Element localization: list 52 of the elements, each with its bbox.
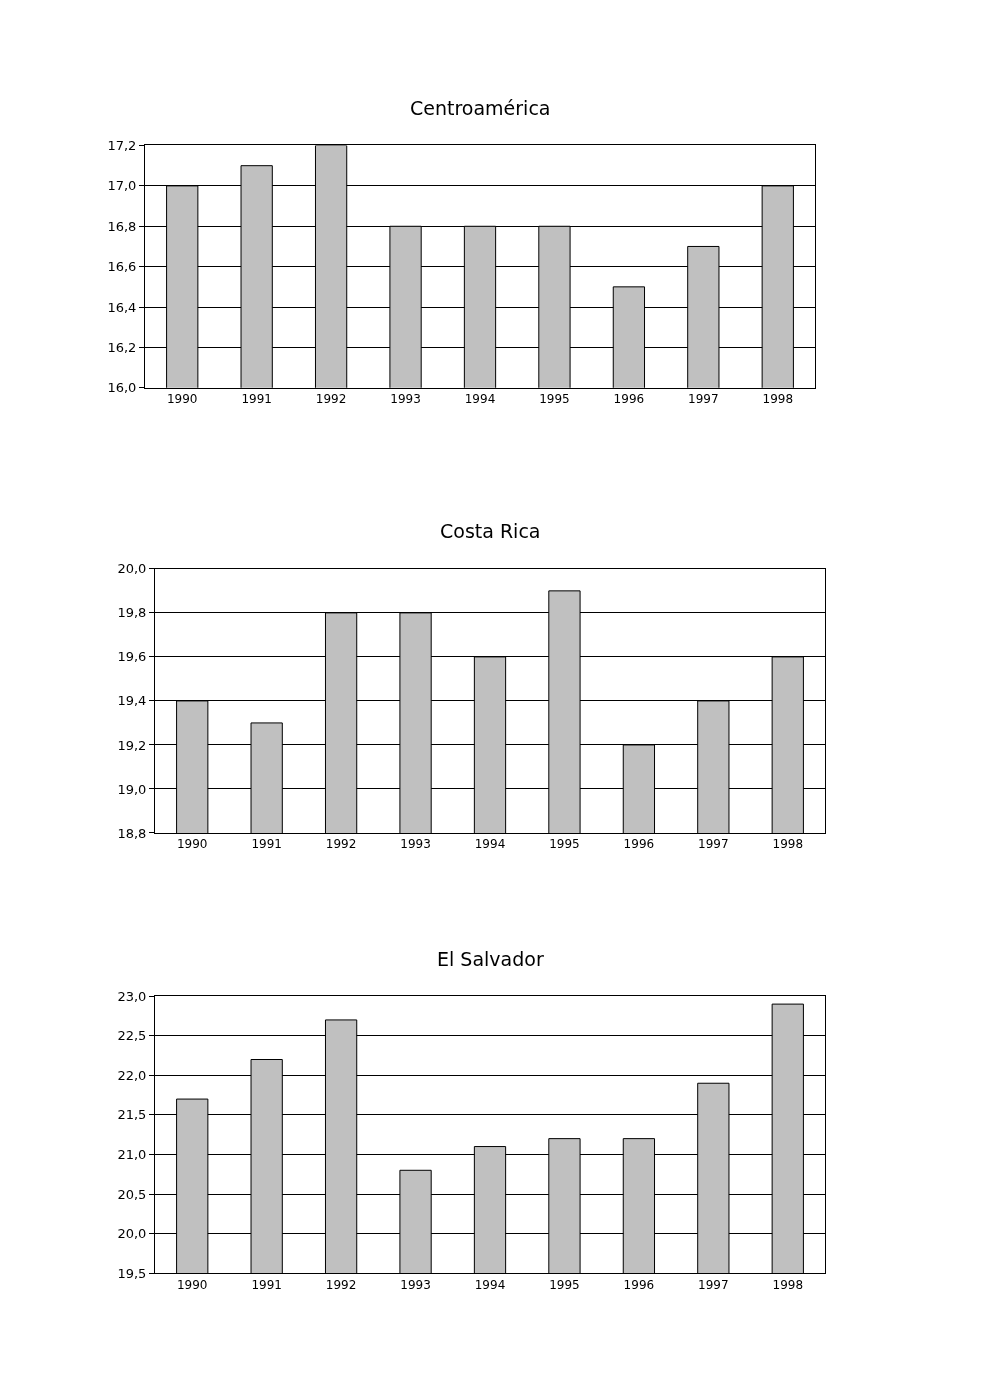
y-tick-label: 21,5 (117, 1107, 147, 1123)
x-tick-label: 1991 (241, 392, 272, 407)
y-tick-label: 19,2 (117, 737, 147, 753)
y-tick-label: 16,8 (107, 218, 137, 234)
x-tick-label: 1991 (251, 1277, 282, 1292)
y-tick-label: 18,8 (117, 825, 147, 841)
x-tick-label: 1993 (400, 837, 431, 852)
x-tick-label: 1996 (613, 392, 645, 407)
x-tick-label: 1996 (623, 837, 655, 852)
x-tick-label: 1992 (325, 837, 357, 852)
chart-title: El Salvador (437, 948, 544, 970)
x-tick-label: 1997 (698, 837, 729, 852)
x-tick-label: 1993 (390, 392, 421, 407)
x-tick-label: 1998 (762, 392, 794, 407)
x-tick-label: 1997 (698, 1277, 729, 1292)
y-tick-label: 17,0 (107, 178, 137, 194)
y-tick-label: 19,6 (117, 649, 147, 665)
y-tick-label: 19,8 (117, 605, 147, 621)
y-tick-label: 22,5 (117, 1028, 147, 1044)
y-tick-label: 19,5 (117, 1265, 147, 1281)
y-tick-label: 16,4 (107, 299, 137, 315)
y-tick-label: 19,0 (117, 781, 147, 797)
y-tick-label: 16,2 (107, 340, 137, 355)
y-tick-label: 20,0 (117, 561, 147, 577)
x-tick-label: 1991 (251, 837, 282, 852)
y-tick-label: 20,5 (117, 1186, 147, 1202)
x-tick-label: 1992 (315, 392, 347, 407)
x-tick-label: 1998 (772, 837, 804, 852)
x-tick-label: 1995 (549, 837, 580, 852)
x-tick-label: 1990 (166, 392, 198, 407)
y-tick-label: 19,4 (117, 693, 147, 709)
x-tick-label: 1990 (176, 1277, 208, 1292)
x-tick-label: 1997 (688, 392, 719, 407)
y-tick-label: 16,6 (107, 259, 137, 275)
x-tick-label: 1995 (539, 392, 570, 407)
y-tick-label: 16,0 (107, 380, 137, 396)
y-tick-label: 20,0 (117, 1226, 147, 1242)
x-tick-label: 1994 (474, 1277, 506, 1292)
x-tick-label: 1996 (623, 1277, 655, 1292)
y-tick-label: 17,2 (107, 138, 137, 154)
x-tick-label: 1990 (176, 837, 208, 852)
x-tick-label: 1994 (474, 837, 506, 852)
x-tick-label: 1993 (400, 1277, 431, 1292)
x-tick-label: 1994 (464, 392, 496, 407)
y-tick-label: 23,0 (117, 988, 147, 1004)
chart-title: Costa Rica (440, 520, 541, 542)
chart-title: Centroamérica (410, 97, 551, 119)
x-tick-label: 1992 (325, 1277, 357, 1292)
y-tick-label: 21,0 (117, 1147, 147, 1163)
y-tick-label: 22,0 (117, 1067, 147, 1083)
x-tick-label: 1995 (549, 1277, 580, 1292)
x-tick-label: 1998 (772, 1277, 804, 1292)
